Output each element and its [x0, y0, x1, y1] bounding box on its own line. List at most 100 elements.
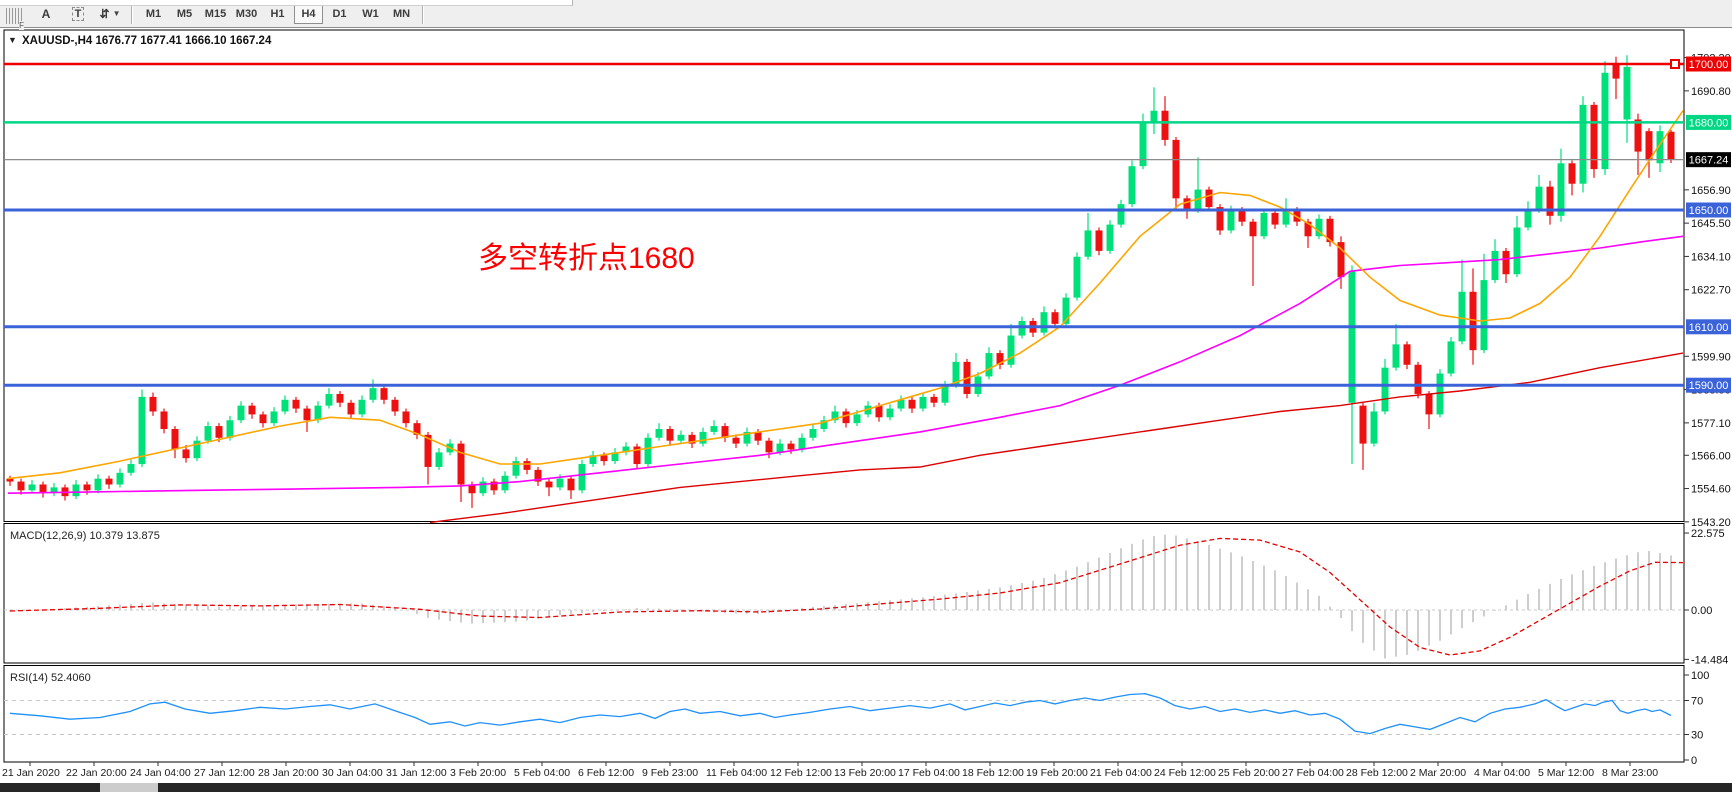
symbols-arrange-tool-icon: ⇵ [99, 6, 110, 21]
candle [1480, 280, 1488, 351]
time-axis[interactable]: 21 Jan 2020 22 Jan 20:00 24 Jan 04:00 27 Ja… [2, 762, 1658, 779]
macd-label: MACD(12,26,9) 10.379 13.875 [10, 530, 160, 542]
candle [721, 426, 729, 438]
time-label: 30 Jan 04:00 [322, 767, 383, 779]
hline-handle-marker[interactable] [1670, 59, 1680, 69]
candle [633, 446, 641, 465]
time-label: 5 Feb 04:00 [514, 767, 570, 779]
price-axis[interactable]: 1702.201690.801656.901645.501634.101622.… [1684, 53, 1731, 767]
candle [853, 414, 861, 424]
candle [1590, 104, 1598, 170]
timeframe-m15-button[interactable]: M15 [204, 7, 227, 20]
candle [1304, 221, 1312, 237]
time-label: 24 Feb 12:00 [1154, 767, 1216, 779]
candle [413, 423, 421, 435]
horizontal-scrollbar-thumb[interactable] [100, 783, 158, 792]
current-price-badge [1686, 152, 1731, 168]
time-label: 5 Mar 12:00 [1538, 767, 1594, 779]
price-tick-label: 1543.20 [1691, 517, 1731, 529]
text-label-tool-button[interactable]: T [65, 3, 91, 25]
candle [919, 396, 927, 409]
rsi-panel[interactable] [3, 665, 1685, 763]
symbols-arrange-tool-button[interactable]: ⇵ ▼ [97, 3, 123, 25]
time-label: 31 Jan 12:00 [386, 767, 447, 779]
candle [358, 399, 366, 415]
candle [1612, 64, 1620, 79]
time-label: 17 Feb 04:00 [898, 767, 960, 779]
candle [644, 437, 652, 465]
candle [864, 405, 872, 415]
macd-scale-label: -14.484 [1691, 654, 1728, 666]
timeframe-m30-button[interactable]: M30 [235, 7, 258, 20]
candle [347, 402, 355, 415]
timeframe-h1-button[interactable]: H1 [270, 7, 285, 20]
candle [270, 411, 278, 424]
tool-buttons: A T ⇵ ▼ [30, 3, 126, 25]
candle [556, 478, 564, 488]
chevron-down-icon[interactable]: ▼ [112, 9, 121, 18]
candle [1436, 373, 1444, 415]
timeframe-d1-button[interactable]: D1 [332, 7, 347, 20]
candle [1447, 341, 1455, 374]
candle [259, 414, 267, 424]
time-label: 12 Feb 12:00 [770, 767, 832, 779]
symbol-dropdown-icon[interactable]: ▼ [8, 35, 17, 45]
level-lines-layer [4, 59, 1684, 387]
rsi-line [9, 693, 1672, 735]
candle [72, 484, 80, 497]
rsi-scale-label: 0 [1691, 755, 1697, 767]
candle [1414, 364, 1422, 394]
candle [1524, 210, 1532, 228]
candle [1150, 110, 1158, 123]
candle [1326, 218, 1334, 243]
candle [765, 440, 773, 453]
candle [402, 411, 410, 424]
candle [1293, 210, 1301, 222]
candle [1491, 250, 1499, 281]
candle [545, 481, 553, 488]
candle [820, 420, 828, 429]
toolbar-drag-handle-icon[interactable]: F [6, 7, 24, 30]
level-1700.00-badge [1686, 56, 1731, 72]
level-1590.00-badge [1686, 377, 1731, 393]
price-tick-label: 1566.00 [1691, 450, 1731, 462]
candle [1227, 210, 1235, 231]
timeframe-mn-button[interactable]: MN [392, 7, 411, 20]
price-tick-label: 1622.70 [1691, 285, 1731, 297]
candle [1249, 221, 1257, 237]
candle [391, 399, 399, 412]
horizontal-scrollbar[interactable] [0, 783, 1732, 792]
text-label-tool-icon: T [71, 6, 85, 21]
timeframe-m1-button[interactable]: M1 [145, 7, 162, 20]
candle [1623, 66, 1631, 120]
time-label: 25 Feb 20:00 [1218, 767, 1280, 779]
time-label: 2 Mar 20:00 [1410, 767, 1466, 779]
candle [1172, 139, 1180, 199]
time-label: 19 Feb 20:00 [1026, 767, 1088, 779]
rsi-scale-label: 30 [1691, 730, 1703, 742]
candle [226, 420, 234, 438]
timeframe-w1-button[interactable]: W1 [362, 7, 379, 20]
level-1590.00-badge-label: 1590.00 [1689, 380, 1729, 392]
level-1610.00-badge [1686, 319, 1731, 335]
candle [578, 464, 586, 491]
time-label: 6 Feb 12:00 [578, 767, 634, 779]
candle [996, 353, 1004, 365]
font-tool-button[interactable]: A [33, 3, 59, 25]
chart-annotation-text[interactable]: 多空转折点1680 [478, 242, 695, 275]
candle [1348, 271, 1356, 403]
timeframe-m5-button[interactable]: M5 [176, 7, 193, 20]
candle [171, 429, 179, 450]
candle [1337, 242, 1345, 278]
price-tick-label: 1690.80 [1691, 86, 1731, 98]
timeframe-h4-button[interactable]: H4 [294, 3, 323, 24]
candle [94, 478, 102, 491]
toolbar-separator [422, 3, 424, 24]
candle [1579, 104, 1587, 184]
candle [798, 437, 806, 450]
macd-panel[interactable] [3, 523, 1685, 664]
candle [160, 411, 168, 429]
candle [39, 484, 47, 494]
candle [688, 434, 696, 444]
candle [303, 408, 311, 421]
